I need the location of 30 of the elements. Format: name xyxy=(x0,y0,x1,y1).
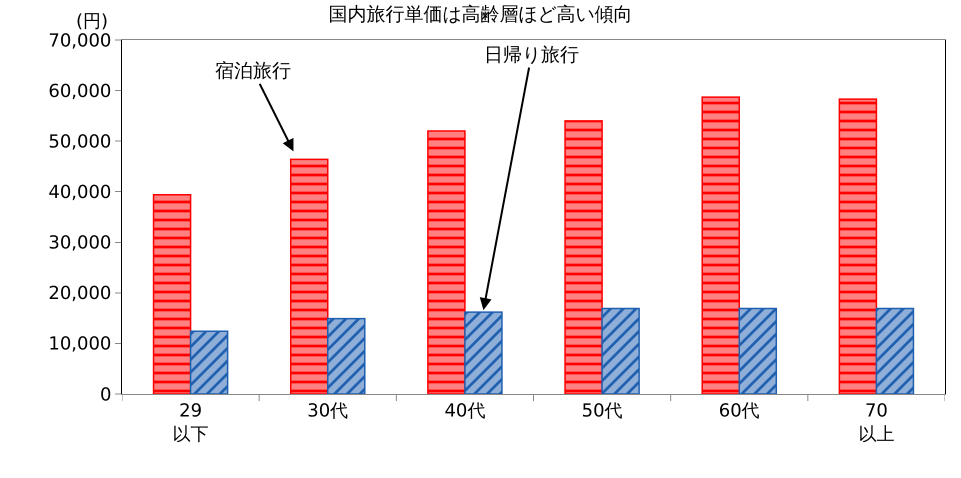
bar xyxy=(838,98,878,394)
y-tick-label: 60,000 xyxy=(48,80,112,102)
bar xyxy=(327,318,366,394)
bar xyxy=(152,194,192,394)
chart-title: 国内旅行単価は高齢層ほど高い傾向 xyxy=(328,3,632,26)
y-tick-label: 70,000 xyxy=(48,30,112,52)
text: 宿泊旅行 xyxy=(215,60,291,82)
bar xyxy=(190,330,228,394)
y-tick-label: 0 xyxy=(100,384,112,406)
x-tick-label: 60代 xyxy=(718,400,760,422)
bar xyxy=(427,130,466,394)
y-tick-label: 10,000 xyxy=(48,334,112,355)
y-tick-label: 30,000 xyxy=(48,232,112,254)
bar xyxy=(876,308,914,394)
y-axis-title: (円) xyxy=(76,11,108,32)
bar xyxy=(290,158,328,394)
x-tick-label: 70 以上 xyxy=(858,400,894,445)
x-tick-label: 50代 xyxy=(582,400,623,422)
bar xyxy=(464,311,503,394)
bar xyxy=(701,96,740,394)
bar xyxy=(601,308,640,394)
x-tick-label: 29 以下 xyxy=(172,400,209,445)
x-tick-label: 40代 xyxy=(444,400,486,422)
bar xyxy=(738,308,778,394)
bar xyxy=(564,120,603,394)
text: 日帰り旅行 xyxy=(484,44,579,66)
y-tick-label: 50,000 xyxy=(48,131,112,152)
y-tick-label: 40,000 xyxy=(48,182,112,204)
y-tick-label: 20,000 xyxy=(48,283,112,304)
x-tick-label: 30代 xyxy=(307,400,348,422)
